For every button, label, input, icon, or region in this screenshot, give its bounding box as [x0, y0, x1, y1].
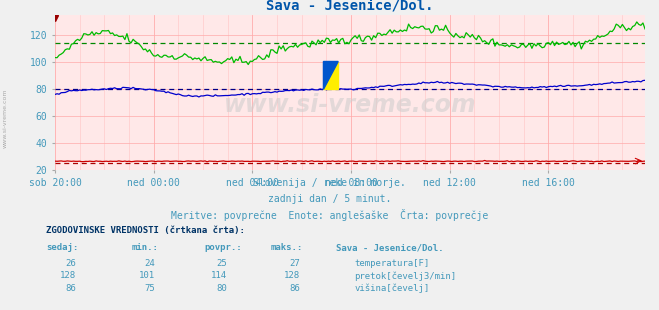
- Text: min.:: min.:: [132, 243, 159, 252]
- Text: 75: 75: [144, 284, 155, 293]
- Text: temperatura[F]: temperatura[F]: [355, 259, 430, 268]
- Text: 86: 86: [65, 284, 76, 293]
- Text: Slovenija / reke in morje.: Slovenija / reke in morje.: [253, 178, 406, 188]
- Text: 26: 26: [65, 259, 76, 268]
- Text: zadnji dan / 5 minut.: zadnji dan / 5 minut.: [268, 194, 391, 204]
- Polygon shape: [324, 61, 338, 89]
- Text: 128: 128: [60, 271, 76, 280]
- Text: 80: 80: [217, 284, 227, 293]
- Text: 114: 114: [212, 271, 227, 280]
- Text: 27: 27: [289, 259, 300, 268]
- Text: 86: 86: [289, 284, 300, 293]
- Text: pretok[čevelj3/min]: pretok[čevelj3/min]: [355, 271, 457, 281]
- Text: sedaj:: sedaj:: [46, 243, 78, 252]
- Text: maks.:: maks.:: [270, 243, 302, 252]
- Text: povpr.:: povpr.:: [204, 243, 242, 252]
- Text: www.si-vreme.com: www.si-vreme.com: [3, 88, 8, 148]
- Title: Sava - Jesenice/Dol.: Sava - Jesenice/Dol.: [266, 0, 434, 12]
- Text: 25: 25: [217, 259, 227, 268]
- Text: višina[čevelj]: višina[čevelj]: [355, 284, 430, 293]
- Text: 128: 128: [284, 271, 300, 280]
- Text: Sava - Jesenice/Dol.: Sava - Jesenice/Dol.: [336, 243, 444, 252]
- Text: ZGODOVINSKE VREDNOSTI (črtkana črta):: ZGODOVINSKE VREDNOSTI (črtkana črta):: [46, 226, 245, 235]
- Text: 101: 101: [139, 271, 155, 280]
- Text: www.si-vreme.com: www.si-vreme.com: [223, 93, 476, 117]
- Text: Meritve: povprečne  Enote: anglešaške  Črta: povprečje: Meritve: povprečne Enote: anglešaške Črt…: [171, 209, 488, 221]
- Text: 24: 24: [144, 259, 155, 268]
- Polygon shape: [324, 61, 338, 89]
